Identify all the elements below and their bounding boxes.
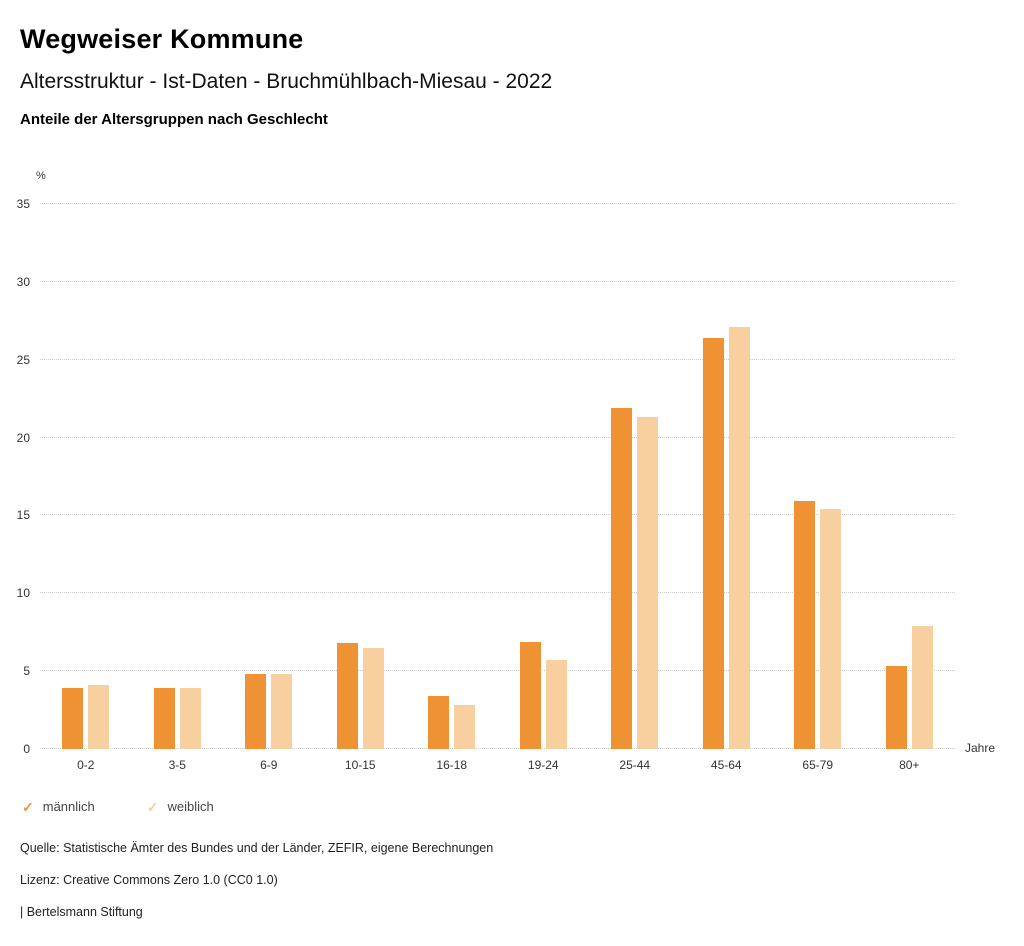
y-tick-label-35: 35 <box>16 197 30 211</box>
y-tick-label-5: 5 <box>23 664 30 679</box>
attribution-note: | Bertelsmann Stiftung <box>20 905 143 919</box>
bar-group-80+ <box>864 204 956 749</box>
check-icon: ✓ <box>146 798 159 815</box>
y-tick-label-10: 10 <box>16 586 30 601</box>
bar-männlich-25-44[interactable] <box>611 408 633 749</box>
bar-männlich-3-5[interactable] <box>153 688 175 749</box>
bar-weiblich-25-44[interactable] <box>637 417 659 749</box>
x-tick-label-19-24: 19-24 <box>527 758 559 772</box>
x-axis-labels: 0-2 3-5 6-9 10-15 16-18 19-24 25-44 45-64 65-79 8… <box>40 758 955 772</box>
bar-weiblich-10-15[interactable] <box>362 647 384 749</box>
bar-group-65-79 <box>772 204 864 749</box>
y-tick-label-20: 20 <box>16 430 30 445</box>
x-tick-label-3-5: 3-5 <box>168 758 186 772</box>
plot-area: Jahre 0 5 10 15 20 25 30 35 <box>17 197 995 756</box>
bar-männlich-0-2[interactable] <box>62 688 84 749</box>
legend-label: männlich <box>42 799 95 814</box>
bar-group-45-64 <box>681 204 773 749</box>
x-tick-label-0-2: 0-2 <box>77 758 95 772</box>
bar-weiblich-45-64[interactable] <box>728 327 750 749</box>
bar-männlich-10-15[interactable] <box>336 643 358 749</box>
y-tick-label-25: 25 <box>16 352 30 367</box>
bar-group-3-5 <box>132 204 224 749</box>
bar-männlich-16-18[interactable] <box>428 696 450 749</box>
y-tick-label-0: 0 <box>23 742 30 756</box>
gridline-15 <box>40 514 955 516</box>
gridline-10 <box>40 592 955 594</box>
x-tick-label-25-44: 25-44 <box>619 758 651 772</box>
x-tick-label-45-64: 45-64 <box>710 758 742 772</box>
bar-männlich-45-64[interactable] <box>702 337 724 749</box>
x-tick-label-6-9: 6-9 <box>260 758 278 772</box>
bar-series-container <box>40 204 955 749</box>
y-tick-label-15: 15 <box>16 508 30 523</box>
bar-weiblich-16-18[interactable] <box>454 705 476 749</box>
gridline-20 <box>40 436 955 438</box>
chart-title: Altersstruktur - Ist-Daten - Bruchmühlba… <box>20 70 553 93</box>
x-tick-label-16-18: 16-18 <box>436 758 468 772</box>
bar-männlich-19-24[interactable] <box>519 641 541 749</box>
bar-männlich-80+[interactable] <box>885 666 907 749</box>
bar-männlich-65-79[interactable] <box>794 501 816 749</box>
bar-group-19-24 <box>498 204 590 749</box>
bar-group-25-44 <box>589 204 681 749</box>
x-tick-label-80+: 80+ <box>899 758 920 772</box>
legend-label: weiblich <box>167 799 214 814</box>
check-icon: ✓ <box>22 798 34 815</box>
y-axis-unit-label: % <box>36 170 46 182</box>
gridline-5 <box>40 670 955 672</box>
bar-männlich-6-9[interactable] <box>245 674 267 749</box>
legend-item-weiblich[interactable]: ✓ weiblich <box>147 799 214 814</box>
chart-subtitle: Anteile der Altersgruppen nach Geschlech… <box>20 111 328 128</box>
license-note: Lizenz: Creative Commons Zero 1.0 (CC0 1… <box>20 873 278 887</box>
gridline-0 <box>40 748 955 749</box>
bar-group-16-18 <box>406 204 498 749</box>
bar-weiblich-3-5[interactable] <box>179 688 201 749</box>
page-title: Wegweiser Kommune <box>20 24 304 54</box>
bar-weiblich-6-9[interactable] <box>271 674 293 749</box>
x-tick-label-10-15: 10-15 <box>344 758 376 772</box>
bar-group-6-9 <box>223 204 315 749</box>
gridline-35 <box>40 203 955 204</box>
y-tick-label-30: 30 <box>16 274 30 289</box>
footer: Quelle: Statistische Ämter des Bundes un… <box>20 841 1004 919</box>
bar-weiblich-65-79[interactable] <box>820 509 842 749</box>
source-note: Quelle: Statistische Ämter des Bundes un… <box>20 841 494 855</box>
bar-weiblich-80+[interactable] <box>911 626 933 749</box>
bar-group-0-2 <box>40 204 132 749</box>
x-axis-unit-label: Jahre <box>965 741 996 755</box>
gridline-30 <box>40 280 955 282</box>
legend-item-männlich[interactable]: ✓ männlich <box>22 799 95 814</box>
gridline-25 <box>40 358 955 360</box>
bar-group-10-15 <box>315 204 407 749</box>
legend: ✓ männlich ✓ weiblich <box>22 799 1004 814</box>
x-tick-label-65-79: 65-79 <box>802 758 834 772</box>
bar-weiblich-0-2[interactable] <box>88 685 110 749</box>
bar-weiblich-19-24[interactable] <box>545 660 567 749</box>
